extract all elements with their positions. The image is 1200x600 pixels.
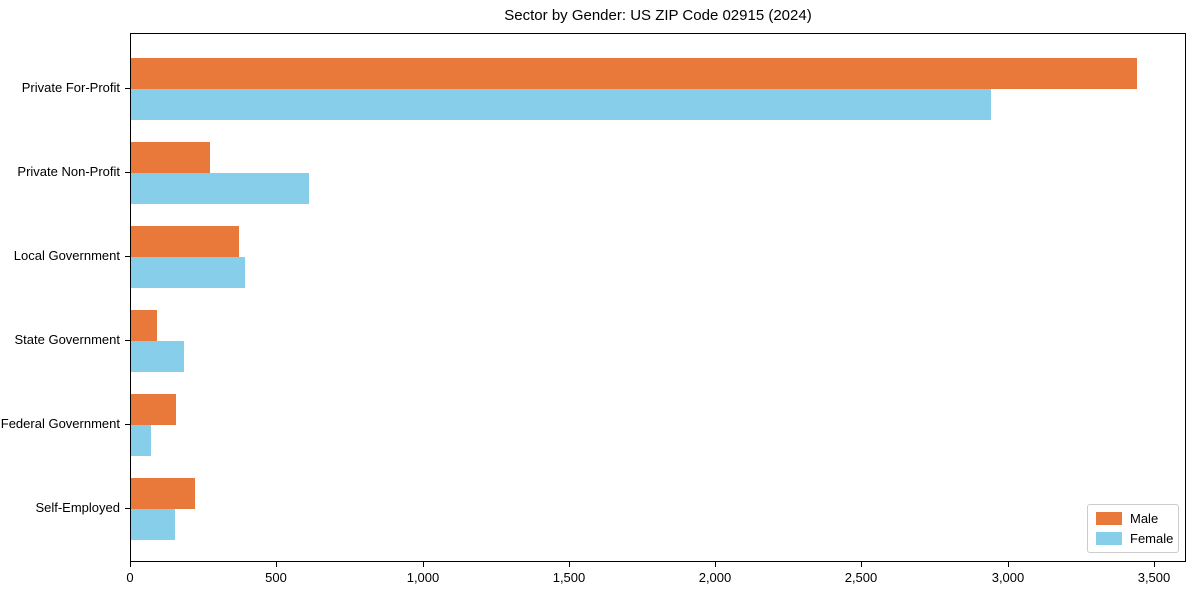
y-tick-label-state-government: State Government (14, 332, 121, 347)
x-tick-label-3500: 3,500 (1137, 570, 1171, 585)
bar-male-local-government (131, 226, 239, 257)
x-tick-mark (276, 562, 277, 567)
x-tick-label-2500: 2,500 (844, 570, 878, 585)
bar-female-private-for-profit (131, 89, 991, 120)
bar-male-federal-government (131, 394, 176, 425)
x-tick-mark (1154, 562, 1155, 567)
y-tick-mark (125, 508, 130, 509)
bar-female-state-government (131, 341, 184, 372)
chart-title: Sector by Gender: US ZIP Code 02915 (202… (504, 7, 812, 24)
bar-male-private-non-profit (131, 142, 210, 173)
x-tick-label-1000: 1,000 (406, 570, 440, 585)
x-tick-mark (423, 562, 424, 567)
x-tick-mark (569, 562, 570, 567)
male-swatch (1096, 512, 1122, 525)
x-tick-mark (1008, 562, 1009, 567)
y-tick-mark (125, 88, 130, 89)
x-tick-label-0: 0 (126, 570, 134, 585)
bar-female-local-government (131, 257, 245, 288)
legend: Male Female (1087, 504, 1179, 553)
x-tick-mark (715, 562, 716, 567)
legend-label-male: Male (1130, 511, 1159, 526)
y-tick-label-federal-government: Federal Government (0, 416, 120, 431)
legend-label-female: Female (1130, 531, 1174, 546)
bar-female-private-non-profit (131, 173, 309, 204)
y-tick-label-private-non-profit: Private Non-Profit (17, 164, 120, 179)
y-tick-mark (125, 256, 130, 257)
bar-female-federal-government (131, 425, 151, 456)
x-tick-label-500: 500 (265, 570, 287, 585)
y-tick-label-self-employed: Self-Employed (35, 500, 120, 515)
female-swatch (1096, 532, 1122, 545)
x-tick-mark (861, 562, 862, 567)
y-tick-mark (125, 340, 130, 341)
bar-male-private-for-profit (131, 58, 1137, 89)
bar-male-state-government (131, 310, 157, 341)
y-tick-mark (125, 172, 130, 173)
y-tick-mark (125, 424, 130, 425)
bar-male-self-employed (131, 478, 195, 509)
x-tick-label-3000: 3,000 (991, 570, 1025, 585)
x-tick-label-2000: 2,000 (698, 570, 732, 585)
legend-item-female: Female (1096, 531, 1174, 546)
y-tick-label-local-government: Local Government (13, 248, 120, 263)
plot-area: Male Female (130, 33, 1186, 562)
y-tick-label-private-for-profit: Private For-Profit (21, 80, 120, 95)
x-tick-label-1500: 1,500 (552, 570, 586, 585)
x-tick-mark (130, 562, 131, 567)
bar-female-self-employed (131, 509, 175, 540)
legend-item-male: Male (1096, 511, 1170, 526)
